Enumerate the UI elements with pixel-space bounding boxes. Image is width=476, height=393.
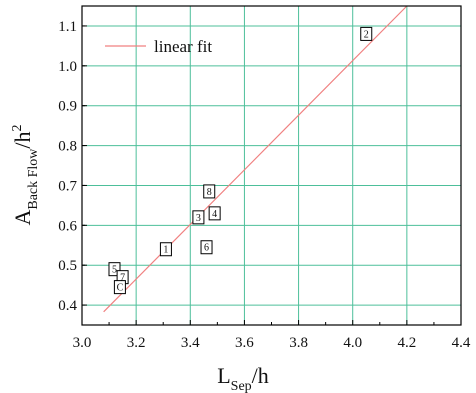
y-axis-title-main: A xyxy=(10,210,35,226)
x-tick-label: 4.0 xyxy=(343,335,362,351)
y-axis-title-suffix: /h xyxy=(10,131,35,148)
data-point-label: 8 xyxy=(207,187,212,198)
data-point-label: 3 xyxy=(196,213,201,224)
data-point: 2 xyxy=(360,26,373,41)
data-point: 6 xyxy=(200,240,213,255)
y-tick-label: 0.7 xyxy=(58,178,77,194)
y-tick-label: 1.1 xyxy=(58,19,77,35)
x-tick-label: 4.4 xyxy=(452,335,471,351)
data-point-box xyxy=(159,242,172,257)
data-point-box xyxy=(203,184,216,199)
data-point-box xyxy=(200,240,213,255)
data-point-label: 5 xyxy=(112,265,117,276)
x-tick-label: 3.8 xyxy=(289,335,308,351)
y-tick-label: 0.5 xyxy=(58,258,77,274)
y-tick-label: 0.9 xyxy=(58,99,77,115)
data-point: 5 xyxy=(108,262,121,277)
x-tick-label: 3.2 xyxy=(127,335,146,351)
legend-label-linear-fit: linear fit xyxy=(154,37,212,56)
y-axis-title: ABack Flow/h2 xyxy=(10,124,41,225)
data-point-box xyxy=(192,210,205,225)
y-tick-label: 1.0 xyxy=(58,59,77,75)
x-tick-label: 3.0 xyxy=(73,335,92,351)
y-tick-label: 0.6 xyxy=(58,218,77,234)
y-axis-title-sub: Back Flow xyxy=(26,148,41,210)
data-point-box xyxy=(108,262,121,277)
x-axis-title-suffix: /h xyxy=(252,363,269,388)
data-point-label: 7 xyxy=(120,273,125,284)
data-point: 3 xyxy=(192,210,205,225)
data-point-label: 2 xyxy=(364,29,369,40)
legend: linear fit xyxy=(105,37,212,56)
data-point-label: 4 xyxy=(212,209,217,220)
fit-line-layer xyxy=(103,5,408,313)
data-point: 4 xyxy=(208,206,221,221)
data-point-label: C xyxy=(117,283,124,294)
data-point-label: 1 xyxy=(163,245,168,256)
data-point: C xyxy=(113,280,126,295)
linear-fit-line xyxy=(103,5,408,313)
x-tick-label: 4.2 xyxy=(397,335,416,351)
data-point-box xyxy=(113,280,126,295)
data-point: 1 xyxy=(159,242,172,257)
x-axis-title-main: L xyxy=(217,363,230,388)
data-point-box xyxy=(208,206,221,221)
y-tick-label: 0.4 xyxy=(58,298,77,314)
x-axis-title: LSep/h xyxy=(217,363,269,393)
x-tick-label: 3.6 xyxy=(235,335,254,351)
x-tick-label: 3.4 xyxy=(181,335,200,351)
data-point: 8 xyxy=(203,184,216,199)
data-points: 1 2 3 4 5 6 7 8 C xyxy=(108,26,373,295)
axis-ticks: 3.0 3.2 3.4 3.6 3.8 4.0 4.2 4.4 0.4 0.5 0.6 0.7 0.8 0… xyxy=(58,19,471,351)
data-point-box xyxy=(360,26,373,41)
grid-lines xyxy=(82,6,461,325)
data-point-label: 6 xyxy=(204,243,209,254)
x-axis-title-sub: Sep xyxy=(231,379,252,393)
y-tick-label: 0.8 xyxy=(58,139,77,155)
y-axis-title-sup: 2 xyxy=(10,124,25,131)
